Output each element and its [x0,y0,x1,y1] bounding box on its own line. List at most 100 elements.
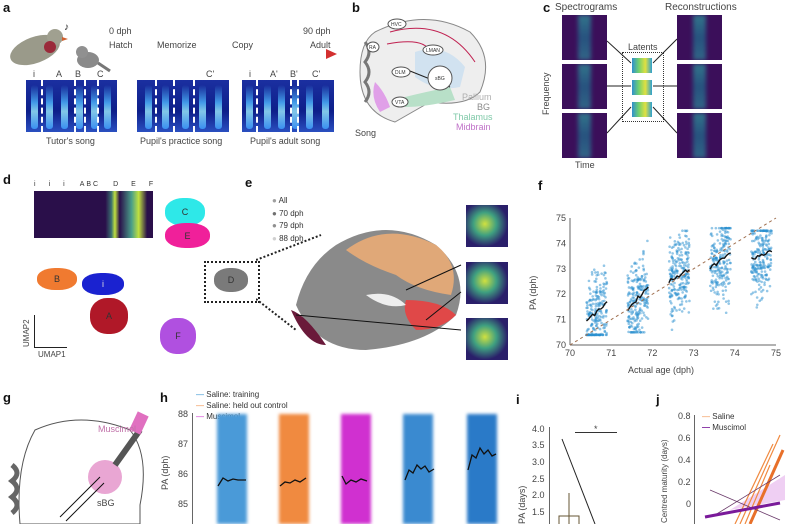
data-point [711,282,714,285]
data-point [685,242,688,246]
data-point [595,297,598,301]
data-point [724,242,727,245]
data-point [605,281,609,285]
legend-item-70: ● 70 dph [272,208,304,218]
data-point [680,288,683,291]
data-point [680,247,683,251]
syllable-example-1 [466,205,508,247]
data-point [681,229,684,232]
data-point [634,305,637,308]
data-point [673,240,677,243]
data-point [595,324,598,328]
data-point [631,271,635,274]
data-point [672,261,675,265]
data-point [687,263,690,266]
data-point [769,229,773,232]
data-point [727,299,730,303]
nucleus-ra: RA [369,45,377,51]
j-legend: — Saline — Muscimol [702,412,747,432]
data-point [678,261,682,265]
data-point [630,279,634,283]
legend-item-79: ● 79 dph [272,221,304,230]
data-point [603,283,606,286]
y-tick-label: 73 [556,264,566,274]
data-point [756,303,759,307]
data-point [638,307,642,310]
legend-saline-training: Saline: training [206,390,260,399]
data-point [680,310,684,313]
nucleus-sbg: sBG [435,76,445,82]
latent-1 [632,58,652,73]
legend-label: 70 dph [279,208,304,218]
data-point [602,323,606,327]
data-point [678,308,681,311]
data-point [680,258,683,261]
h-ylabel: PA (dph) [160,455,170,490]
syllable: C [93,181,99,188]
data-point [600,272,603,275]
data-point [758,299,762,303]
data-point [761,236,764,240]
data-point [687,281,691,285]
data-point [763,281,766,284]
data-point [721,239,725,243]
data-point [683,296,687,299]
data-point [633,261,637,265]
cluster-C: C [165,198,205,226]
data-point [685,257,689,261]
data-point [629,270,633,273]
data-point [759,234,762,237]
adult-label: Adult [310,40,331,50]
data-point [722,297,725,300]
data-point [760,290,763,293]
data-point [603,299,606,303]
data-point [667,286,671,290]
data-point [722,262,726,265]
data-point [630,265,634,268]
data-point [598,318,602,321]
ytick: 87 [178,439,189,449]
syllable: i [48,181,51,188]
cluster-B: B [37,268,77,290]
f-xlabel: Actual age (dph) [628,365,695,375]
data-point [603,326,607,329]
data-point [605,308,608,312]
data-point [680,285,684,289]
data-point [678,283,681,287]
end-age: 90 dph [303,26,331,36]
data-point [725,268,729,271]
data-point [627,330,630,334]
data-point [595,285,599,289]
data-point [754,250,758,254]
data-point [681,241,685,245]
data-point [716,302,719,306]
data-point [750,292,753,296]
data-point [685,300,688,303]
data-point [641,257,644,261]
ytick: 4.0 [532,424,545,434]
data-point [594,333,598,337]
data-point [715,248,719,252]
data-point [675,271,679,275]
syllable: B [86,181,92,188]
data-point [596,314,599,318]
data-point [708,284,712,288]
legend-pallium: Pallium [462,92,492,102]
data-point [713,300,717,303]
data-point [671,267,675,270]
data-point [755,264,759,267]
umap2-label: UMAP2 [22,319,31,347]
data-point [593,280,596,283]
legend-thalamus: Thalamus [453,112,493,122]
data-point [592,328,595,331]
data-point [644,290,648,294]
ytick: 2.0 [532,490,545,500]
adult-song-spectrogram [242,80,334,132]
data-point [761,247,765,250]
data-point [589,292,592,295]
data-point [766,254,769,257]
data-point [604,314,608,318]
data-point [604,277,607,280]
data-point [627,291,631,294]
data-point [676,240,680,244]
